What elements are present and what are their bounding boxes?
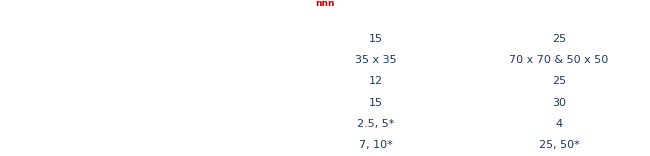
Text: Maximum travel (mm): Maximum travel (mm) (5, 76, 142, 86)
Text: Accuracy (μm): Accuracy (μm) (5, 98, 95, 108)
Text: 70 x 70 & 50 x 50: 70 x 70 & 50 x 50 (510, 55, 608, 65)
Text: 30: 30 (552, 98, 566, 108)
Text: 15: 15 (369, 34, 382, 44)
Text: 25: 25 (552, 76, 566, 86)
Text: 25, 50*: 25, 50* (539, 140, 580, 150)
Text: nPS70: nPS70 (538, 12, 580, 25)
Text: 15: 15 (369, 98, 382, 108)
Text: Linear travel per microstep (nm): Linear travel per microstep (nm) (5, 140, 209, 150)
Text: 35 x 35: 35 x 35 (355, 55, 396, 65)
Text: 12: 12 (369, 76, 383, 86)
Text: 7, 10*: 7, 10* (359, 140, 393, 150)
Text: 4: 4 (556, 119, 563, 129)
Text: Bidirectional repeatability (μm): Bidirectional repeatability (μm) (5, 119, 202, 129)
Text: 25: 25 (552, 34, 566, 44)
Text: Height (mm): Height (mm) (5, 34, 83, 44)
Text: nPS35: nPS35 (354, 12, 396, 25)
Text: 2.5, 5*: 2.5, 5* (357, 119, 394, 129)
Text: Standard Hole Square pattern (mm): Standard Hole Square pattern (mm) (5, 55, 229, 65)
Text: nnn: nnn (315, 0, 335, 8)
